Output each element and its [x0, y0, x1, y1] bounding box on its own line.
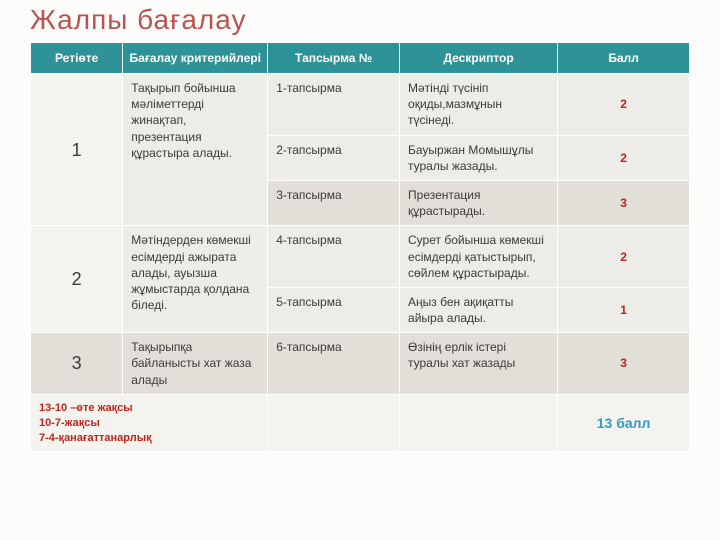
- cell-criteria: Мәтіндерден көмекші есімдерді ажырата ал…: [123, 226, 268, 333]
- page-title: Жалпы бағалау: [30, 4, 690, 36]
- cell-order: 3: [31, 333, 123, 395]
- cell-task: 2-тапсырма: [268, 135, 400, 180]
- total-cell: 13 балл: [558, 394, 690, 452]
- legend-line: 13-10 –өте жақсы: [39, 401, 259, 416]
- legend-line: 10-7-жақсы: [39, 416, 259, 431]
- assessment-table: Ретіөте Бағалау критерийлері Тапсырма № …: [30, 42, 690, 452]
- table-footer-row: 13-10 –өте жақсы 10-7-жақсы 7-4-қанағатт…: [31, 394, 690, 452]
- cell-score: 2: [558, 135, 690, 180]
- cell-score: 3: [558, 333, 690, 395]
- empty-cell: [268, 394, 400, 452]
- cell-score: 1: [558, 287, 690, 332]
- table-header-row: Ретіөте Бағалау критерийлері Тапсырма № …: [31, 43, 690, 74]
- empty-cell: [400, 394, 558, 452]
- legend-line: 7-4-қанағаттанарлық: [39, 431, 259, 446]
- cell-score: 2: [558, 74, 690, 136]
- col-header-order: Ретіөте: [31, 43, 123, 74]
- cell-criteria: Тақырып бойынша мәліметтерді жинақтап, п…: [123, 74, 268, 226]
- cell-descriptor: Сурет бойынша көмекші есімдерді қатыстыр…: [400, 226, 558, 288]
- cell-order: 1: [31, 74, 123, 226]
- col-header-criteria: Бағалау критерийлері: [123, 43, 268, 74]
- table-row: 3 Тақырыпқа байланысты хат жаза алады 6-…: [31, 333, 690, 395]
- table-row: 1 Тақырып бойынша мәліметтерді жинақтап,…: [31, 74, 690, 136]
- cell-descriptor: Мәтінді түсініп оқиды,мазмұнын түсінеді.: [400, 74, 558, 136]
- cell-descriptor: Аңыз бен ақиқатты айыра алады.: [400, 287, 558, 332]
- cell-descriptor: Өзінің ерлік істері туралы хат жазады: [400, 333, 558, 395]
- cell-task: 5-тапсырма: [268, 287, 400, 332]
- cell-task: 3-тапсырма: [268, 180, 400, 225]
- cell-score: 2: [558, 226, 690, 288]
- page-root: Жалпы бағалау Ретіөте Бағалау критерийле…: [0, 0, 720, 540]
- cell-score: 3: [558, 180, 690, 225]
- cell-task: 1-тапсырма: [268, 74, 400, 136]
- cell-task: 4-тапсырма: [268, 226, 400, 288]
- cell-descriptor: Презентация құрастырады.: [400, 180, 558, 225]
- col-header-score: Балл: [558, 43, 690, 74]
- table-row: 2 Мәтіндерден көмекші есімдерді ажырата …: [31, 226, 690, 288]
- cell-order: 2: [31, 226, 123, 333]
- cell-task: 6-тапсырма: [268, 333, 400, 395]
- cell-descriptor: Бауыржан Момышұлы туралы жазады.: [400, 135, 558, 180]
- legend-cell: 13-10 –өте жақсы 10-7-жақсы 7-4-қанағатт…: [31, 394, 268, 452]
- cell-criteria: Тақырыпқа байланысты хат жаза алады: [123, 333, 268, 395]
- col-header-descriptor: Дескриптор: [400, 43, 558, 74]
- col-header-task: Тапсырма №: [268, 43, 400, 74]
